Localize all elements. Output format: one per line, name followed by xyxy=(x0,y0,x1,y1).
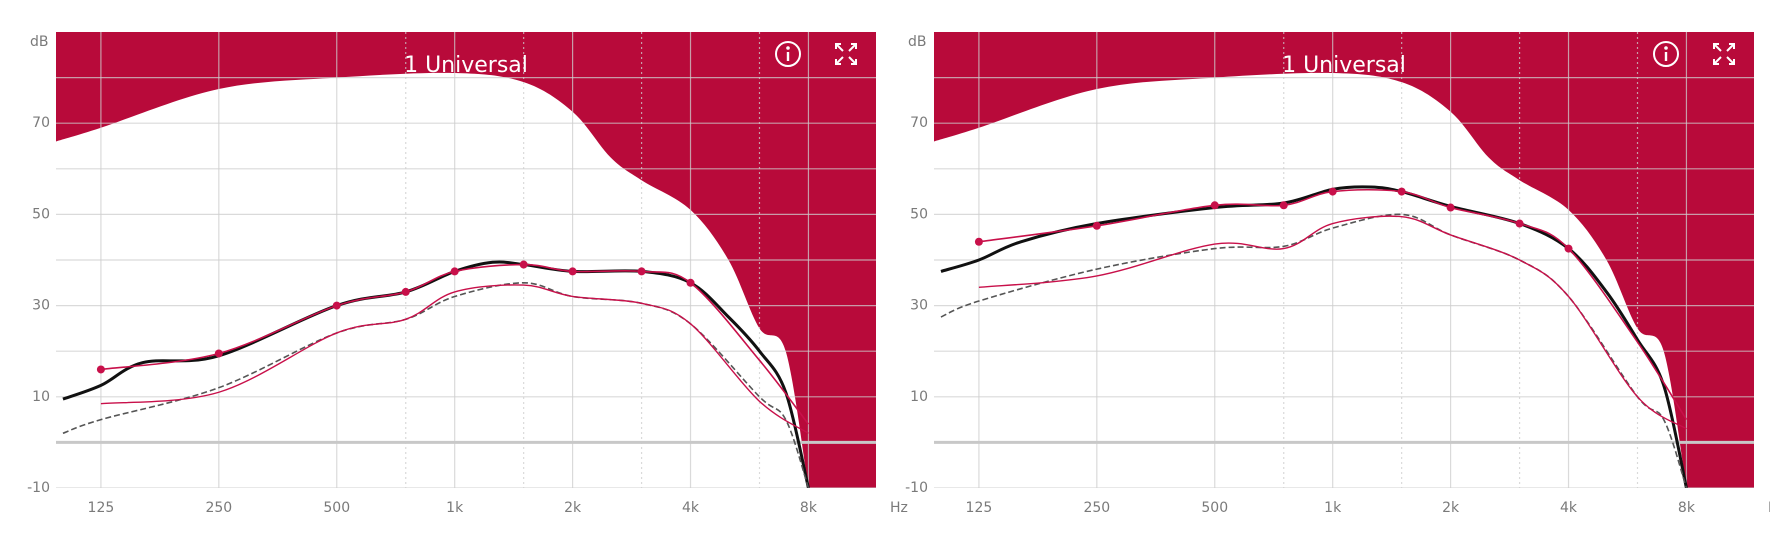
curve-marker xyxy=(1564,244,1573,253)
curve-marker xyxy=(974,237,983,246)
info-dot xyxy=(786,46,790,50)
expand-arrow xyxy=(835,56,844,65)
y-tick-label: -10 xyxy=(27,480,50,496)
y-tick-label: 10 xyxy=(32,389,50,405)
curve-marker xyxy=(450,267,459,276)
curve-marker xyxy=(686,278,695,287)
info-button[interactable] xyxy=(775,41,801,67)
x-tick-label: 8k xyxy=(1678,500,1696,516)
y-axis-label: dB xyxy=(908,34,927,50)
expand-arrow xyxy=(848,56,857,65)
info-dot xyxy=(1664,46,1668,50)
expand-button[interactable] xyxy=(835,43,857,65)
curve-marker xyxy=(214,349,223,358)
limit-area xyxy=(56,32,876,488)
chart xyxy=(56,32,876,488)
y-tick-label: 70 xyxy=(910,115,928,131)
curve xyxy=(100,284,809,434)
expand-arrow xyxy=(1726,56,1735,65)
expand-arrow xyxy=(848,43,857,52)
curve-marker xyxy=(568,267,577,276)
y-axis-label: dB xyxy=(30,34,49,50)
x-tick-label: 4k xyxy=(1560,500,1578,516)
chart-labels: 1 Universal dB Hz -10 10 30 50 70 125 250 500 1k 2k 4… xyxy=(905,34,1770,516)
curve-marker xyxy=(637,267,646,276)
curve xyxy=(978,215,1687,430)
x-tick-label: 1k xyxy=(446,500,464,516)
x-tick-label: 125 xyxy=(966,500,993,516)
chart-title: 1 Universal xyxy=(404,53,528,78)
expand-button[interactable] xyxy=(1713,43,1735,65)
info-button[interactable] xyxy=(1653,41,1679,67)
y-tick-label: 30 xyxy=(32,298,50,314)
x-tick-label: 2k xyxy=(564,500,582,516)
curve xyxy=(62,281,810,488)
x-tick-label: 2k xyxy=(1442,500,1460,516)
y-tick-label: 70 xyxy=(32,115,50,131)
curve-marker xyxy=(1279,201,1288,210)
curve xyxy=(100,263,810,425)
curve-marker xyxy=(1092,221,1101,230)
x-tick-label: 1k xyxy=(1324,500,1342,516)
expand-arrow xyxy=(835,43,844,52)
expand-arrow xyxy=(1713,43,1722,52)
curve-marker xyxy=(1397,187,1406,196)
curve xyxy=(62,260,810,488)
x-tick-label: 8k xyxy=(800,500,818,516)
y-tick-label: 50 xyxy=(910,206,928,222)
y-tick-label: 30 xyxy=(910,298,928,314)
curve-marker xyxy=(332,301,341,310)
x-tick-label: 4k xyxy=(682,500,700,516)
curve-marker xyxy=(1446,203,1455,212)
curve-marker xyxy=(1328,187,1337,196)
chart-labels: 1 Universal dB Hz -10 10 30 50 70 125 250 500 1k 2k 4… xyxy=(27,34,908,516)
y-tick-label: -10 xyxy=(905,480,928,496)
x-tick-label: 500 xyxy=(323,500,350,516)
x-tick-label: 125 xyxy=(88,500,115,516)
chart-title: 1 Universal xyxy=(1282,53,1406,78)
curve-marker xyxy=(401,287,410,296)
y-tick-label: 50 xyxy=(32,206,50,222)
x-tick-label: 250 xyxy=(1083,500,1110,516)
x-tick-label: 250 xyxy=(205,500,232,516)
curve-marker xyxy=(1515,219,1524,228)
chart xyxy=(934,32,1754,488)
x-axis-label: Hz xyxy=(1768,500,1770,516)
limit-area xyxy=(934,32,1754,488)
y-tick-label: 10 xyxy=(910,389,928,405)
x-tick-label: 500 xyxy=(1201,500,1228,516)
curve-marker xyxy=(1210,201,1219,210)
curve xyxy=(940,213,1688,488)
x-axis-label: Hz xyxy=(890,500,908,516)
expand-arrow xyxy=(1726,43,1735,52)
expand-arrow xyxy=(1713,56,1722,65)
curve-marker xyxy=(519,260,528,269)
curve-marker xyxy=(96,365,105,374)
